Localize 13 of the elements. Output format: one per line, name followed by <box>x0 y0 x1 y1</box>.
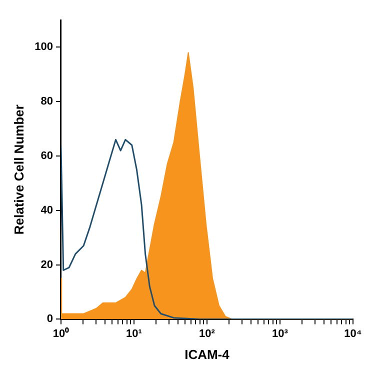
x-tick-label: 10¹ <box>126 328 142 340</box>
y-tick-label: 100 <box>34 41 53 54</box>
y-tick-label: 60 <box>40 150 53 162</box>
y-tick-label: 20 <box>40 258 53 271</box>
y-tick-label: 80 <box>40 96 53 108</box>
x-tick-label: 10² <box>199 328 216 340</box>
x-tick-label: 10⁰ <box>52 326 70 340</box>
y-tick-label: 0 <box>46 313 53 326</box>
x-tick-label: 10³ <box>272 328 288 340</box>
y-tick-label: 40 <box>40 204 53 216</box>
x-axis-title: ICAM-4 <box>184 346 230 362</box>
x-tick-label: 10⁴ <box>344 328 362 340</box>
y-axis-title: Relative Cell Number <box>11 104 26 235</box>
